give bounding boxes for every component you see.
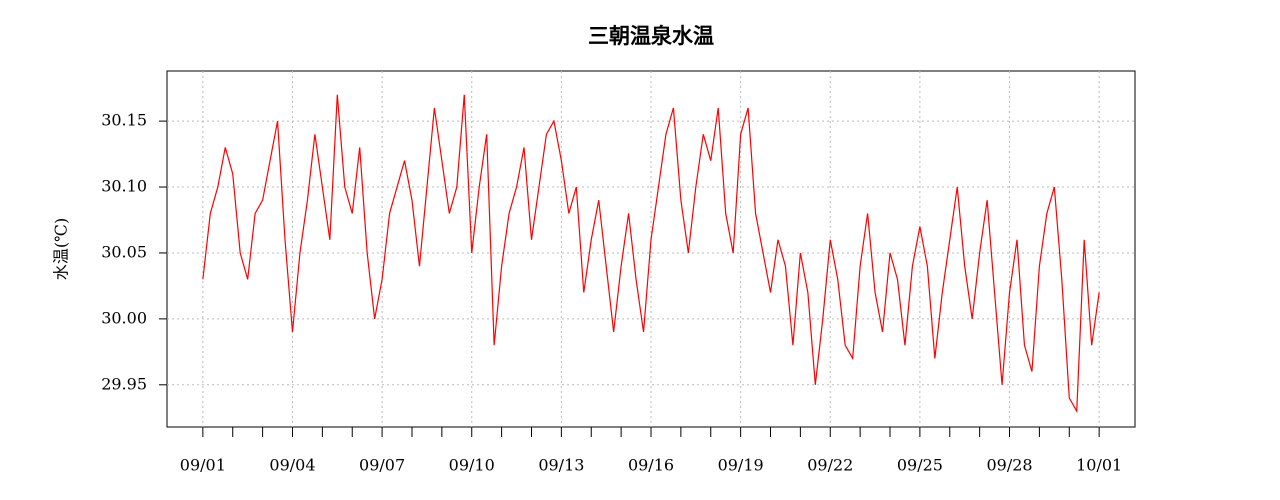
- y-tick-label: 30.15: [101, 111, 147, 130]
- x-tick-label: 09/22: [807, 456, 853, 475]
- plot-frame: [166, 70, 1136, 428]
- y-axis-label: 水温(℃): [52, 218, 71, 280]
- x-tick-label: 09/13: [538, 456, 584, 475]
- x-tick-label: 09/10: [449, 456, 495, 475]
- x-tick-label: 09/16: [628, 456, 674, 475]
- x-tick-label: 10/01: [1076, 456, 1122, 475]
- x-tick-label: 09/28: [986, 456, 1032, 475]
- x-tick-label: 09/01: [180, 456, 226, 475]
- line-series: [202, 94, 1100, 414]
- y-tick-label: 29.95: [101, 374, 147, 393]
- y-tick-label: 30.05: [101, 242, 147, 261]
- x-tick-label: 09/25: [897, 456, 943, 475]
- x-tick-label: 09/07: [359, 456, 405, 475]
- x-tick-label: 09/04: [269, 456, 315, 475]
- x-tick-label: 09/19: [718, 456, 764, 475]
- chart-title: 三朝温泉水温: [588, 24, 714, 48]
- y-tick-label: 30.00: [101, 308, 147, 327]
- y-tick-label: 30.10: [101, 177, 147, 196]
